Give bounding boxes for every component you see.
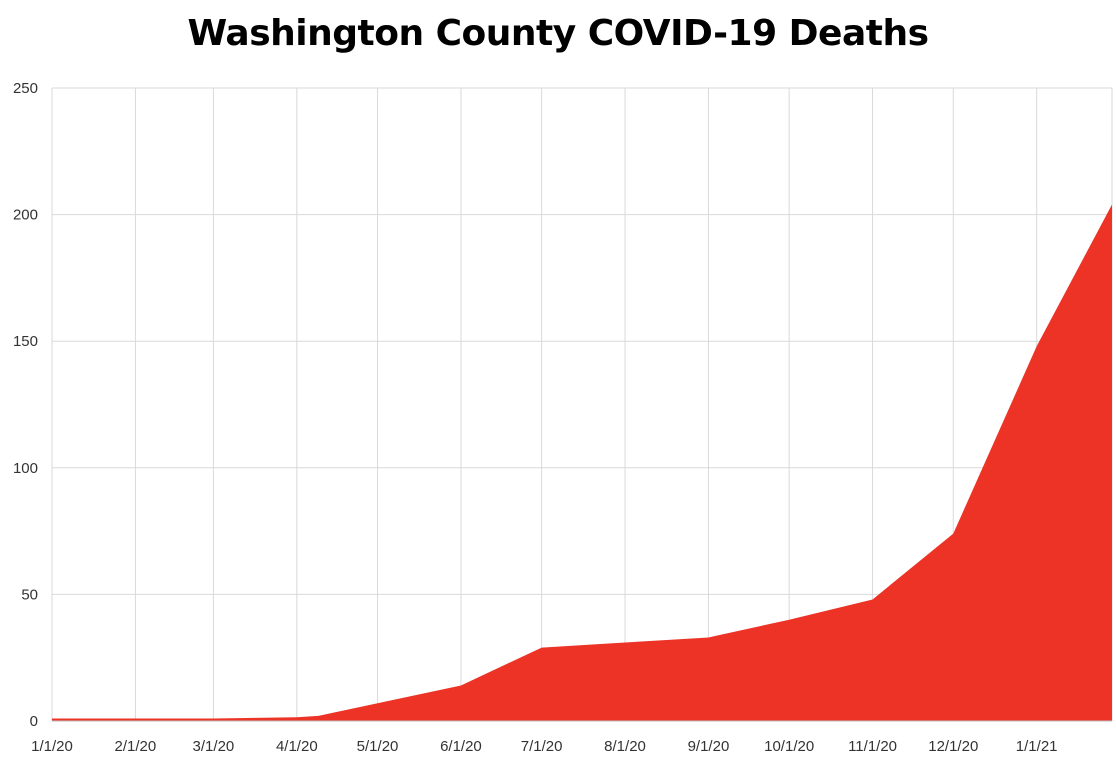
x-tick-label: 11/1/20 (848, 738, 897, 755)
plot-area (52, 204, 1112, 722)
y-tick-label: 200 (13, 207, 38, 224)
chart-title: Washington County COVID-19 Deaths (187, 13, 929, 54)
x-tick-label: 10/1/20 (764, 738, 814, 755)
deaths-area (52, 204, 1112, 722)
x-tick-label: 5/1/20 (357, 738, 399, 755)
y-tick-label: 0 (30, 713, 38, 730)
y-axis: 0 50 100 150 200 250 (13, 80, 38, 730)
x-axis: 1/1/20 2/1/20 3/1/20 4/1/20 5/1/20 6/1/20 7/1/… (31, 738, 1057, 755)
x-tick-label: 2/1/20 (115, 738, 157, 755)
y-tick-label: 50 (21, 586, 38, 603)
x-tick-label: 9/1/20 (688, 738, 730, 755)
y-tick-label: 250 (13, 80, 38, 97)
x-tick-label: 3/1/20 (193, 738, 235, 755)
x-tick-label: 1/1/21 (1016, 738, 1058, 755)
x-tick-label: 12/1/20 (928, 738, 978, 755)
y-tick-label: 150 (13, 333, 38, 350)
y-tick-label: 100 (13, 460, 38, 477)
x-tick-label: 8/1/20 (604, 738, 646, 755)
x-tick-label: 1/1/20 (31, 738, 73, 755)
x-tick-label: 6/1/20 (440, 738, 482, 755)
x-tick-label: 7/1/20 (521, 738, 563, 755)
x-tick-label: 4/1/20 (276, 738, 318, 755)
